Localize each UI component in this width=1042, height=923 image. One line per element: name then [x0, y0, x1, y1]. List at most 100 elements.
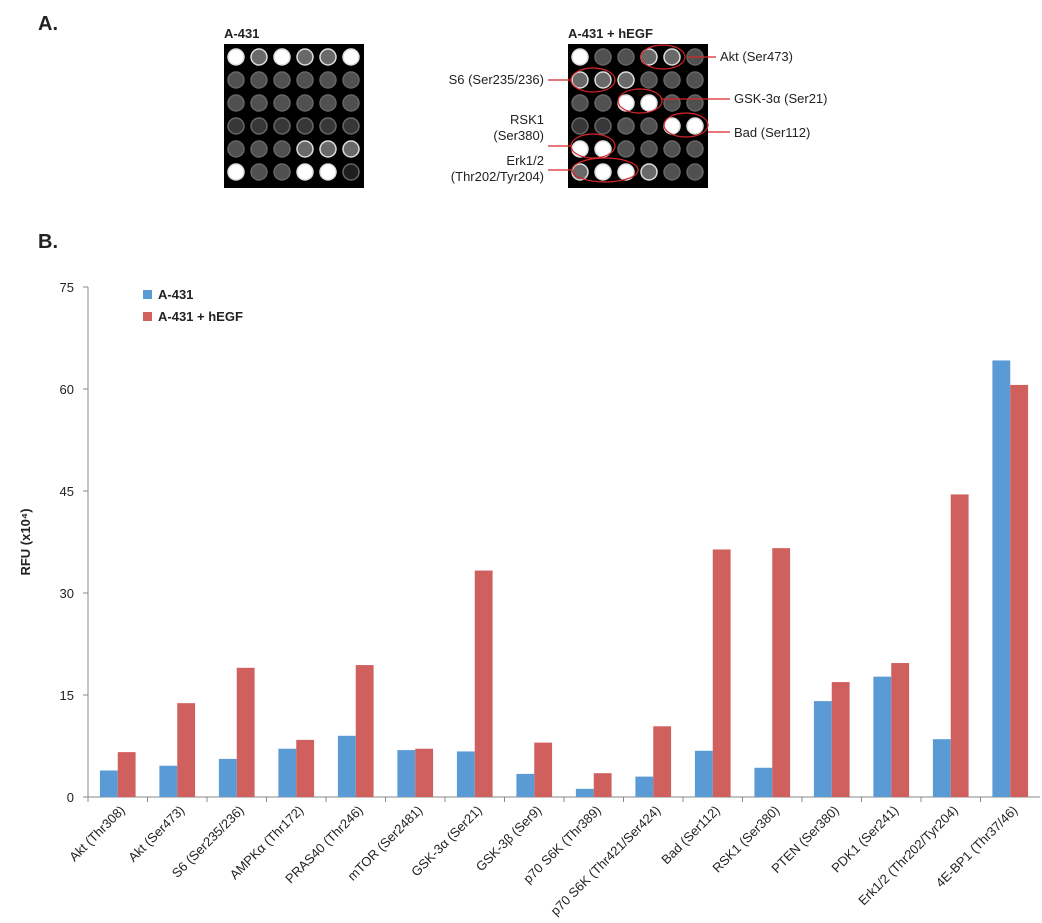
callout-label: Akt (Ser473)	[720, 49, 793, 64]
array-dot	[687, 118, 703, 134]
bar	[397, 750, 415, 797]
x-tick-label: p70 S6K (Thr421/Ser424)	[547, 803, 663, 918]
array-dot	[251, 49, 267, 65]
bar	[338, 736, 356, 797]
bar	[814, 701, 832, 797]
page: A. A-431 A-431 + hEGF Akt (Ser473) S6 (S…	[0, 0, 1042, 923]
array-dot	[687, 164, 703, 180]
bar	[754, 768, 772, 797]
y-tick-label: 0	[67, 790, 74, 805]
array-dot	[618, 72, 634, 88]
bar	[992, 360, 1010, 797]
y-tick-label: 60	[60, 382, 74, 397]
array-dot	[320, 164, 336, 180]
array-dot	[343, 95, 359, 111]
array-dot	[641, 164, 657, 180]
bar	[832, 682, 850, 797]
array-dot	[641, 118, 657, 134]
array-dot	[595, 49, 611, 65]
panel-label: A.	[38, 13, 58, 35]
legend-swatch	[143, 312, 152, 321]
array-dot	[595, 72, 611, 88]
bar	[635, 777, 653, 797]
legend-label: A-431 + hEGF	[158, 309, 243, 324]
array-dot	[343, 164, 359, 180]
array-dot	[641, 72, 657, 88]
x-tick-label: Bad (Ser112)	[658, 803, 723, 868]
array-dot	[251, 95, 267, 111]
array-dot	[572, 49, 588, 65]
y-tick-label: 45	[60, 484, 74, 499]
bar	[695, 751, 713, 797]
array-dot	[274, 95, 290, 111]
array-dot	[274, 72, 290, 88]
array-dot	[228, 49, 244, 65]
callout-label: GSK-3α (Ser21)	[734, 91, 828, 106]
legend-swatch	[143, 290, 152, 299]
x-tick-label: Akt (Thr308)	[66, 803, 128, 865]
bar	[118, 752, 136, 797]
array-dot	[687, 72, 703, 88]
bar	[516, 774, 534, 797]
figure: A. A-431 A-431 + hEGF Akt (Ser473) S6 (S…	[0, 0, 1042, 918]
array-dot	[641, 95, 657, 111]
array-dot	[641, 141, 657, 157]
array-dot	[274, 164, 290, 180]
bar	[873, 677, 891, 797]
array-dot	[320, 118, 336, 134]
bar	[100, 770, 118, 797]
bar	[653, 726, 671, 797]
array-dot	[343, 118, 359, 134]
bar	[713, 549, 731, 797]
callout-label: Erk1/2	[506, 153, 544, 168]
bar	[278, 749, 296, 797]
panel-label: B.	[38, 231, 58, 253]
array-dot	[228, 141, 244, 157]
array-dot	[228, 164, 244, 180]
array-dot	[572, 72, 588, 88]
array-dot	[595, 118, 611, 134]
array-dot	[572, 141, 588, 157]
bar	[475, 571, 493, 797]
array-dot	[664, 118, 680, 134]
array-dot	[320, 72, 336, 88]
array-dot	[297, 95, 313, 111]
y-tick-label: 30	[60, 586, 74, 601]
x-tick-label: Erk1/2 (Thr202/Tyr204)	[855, 803, 961, 909]
array-dot	[297, 141, 313, 157]
callout-label: (Thr202/Tyr204)	[451, 169, 544, 184]
bar	[356, 665, 374, 797]
y-axis-label: RFU (x10⁴)	[18, 508, 33, 575]
array-dot	[618, 141, 634, 157]
array-dot	[664, 141, 680, 157]
bar	[1010, 385, 1028, 797]
array-dot	[687, 95, 703, 111]
array-dot	[228, 72, 244, 88]
array-image	[568, 44, 708, 188]
array-dot	[251, 118, 267, 134]
array-dot	[228, 95, 244, 111]
array-image	[224, 44, 364, 188]
bar	[576, 789, 594, 797]
array-dot	[274, 141, 290, 157]
bar	[457, 751, 475, 797]
array-dot	[297, 164, 313, 180]
array-dot	[343, 72, 359, 88]
array-dot	[664, 72, 680, 88]
callout-label: Bad (Ser112)	[734, 125, 810, 140]
array-dot	[251, 164, 267, 180]
y-tick-label: 75	[60, 280, 74, 295]
array-dot	[618, 49, 634, 65]
bar	[534, 743, 552, 797]
array-dot	[320, 49, 336, 65]
array-dot	[320, 95, 336, 111]
legend-label: A-431	[158, 287, 193, 302]
callout-label: (Ser380)	[493, 128, 544, 143]
array-dot	[343, 141, 359, 157]
bar	[159, 766, 177, 797]
bar	[933, 739, 951, 797]
array-dot	[618, 118, 634, 134]
array-dot	[572, 118, 588, 134]
bar	[951, 494, 969, 797]
array-dot	[274, 49, 290, 65]
